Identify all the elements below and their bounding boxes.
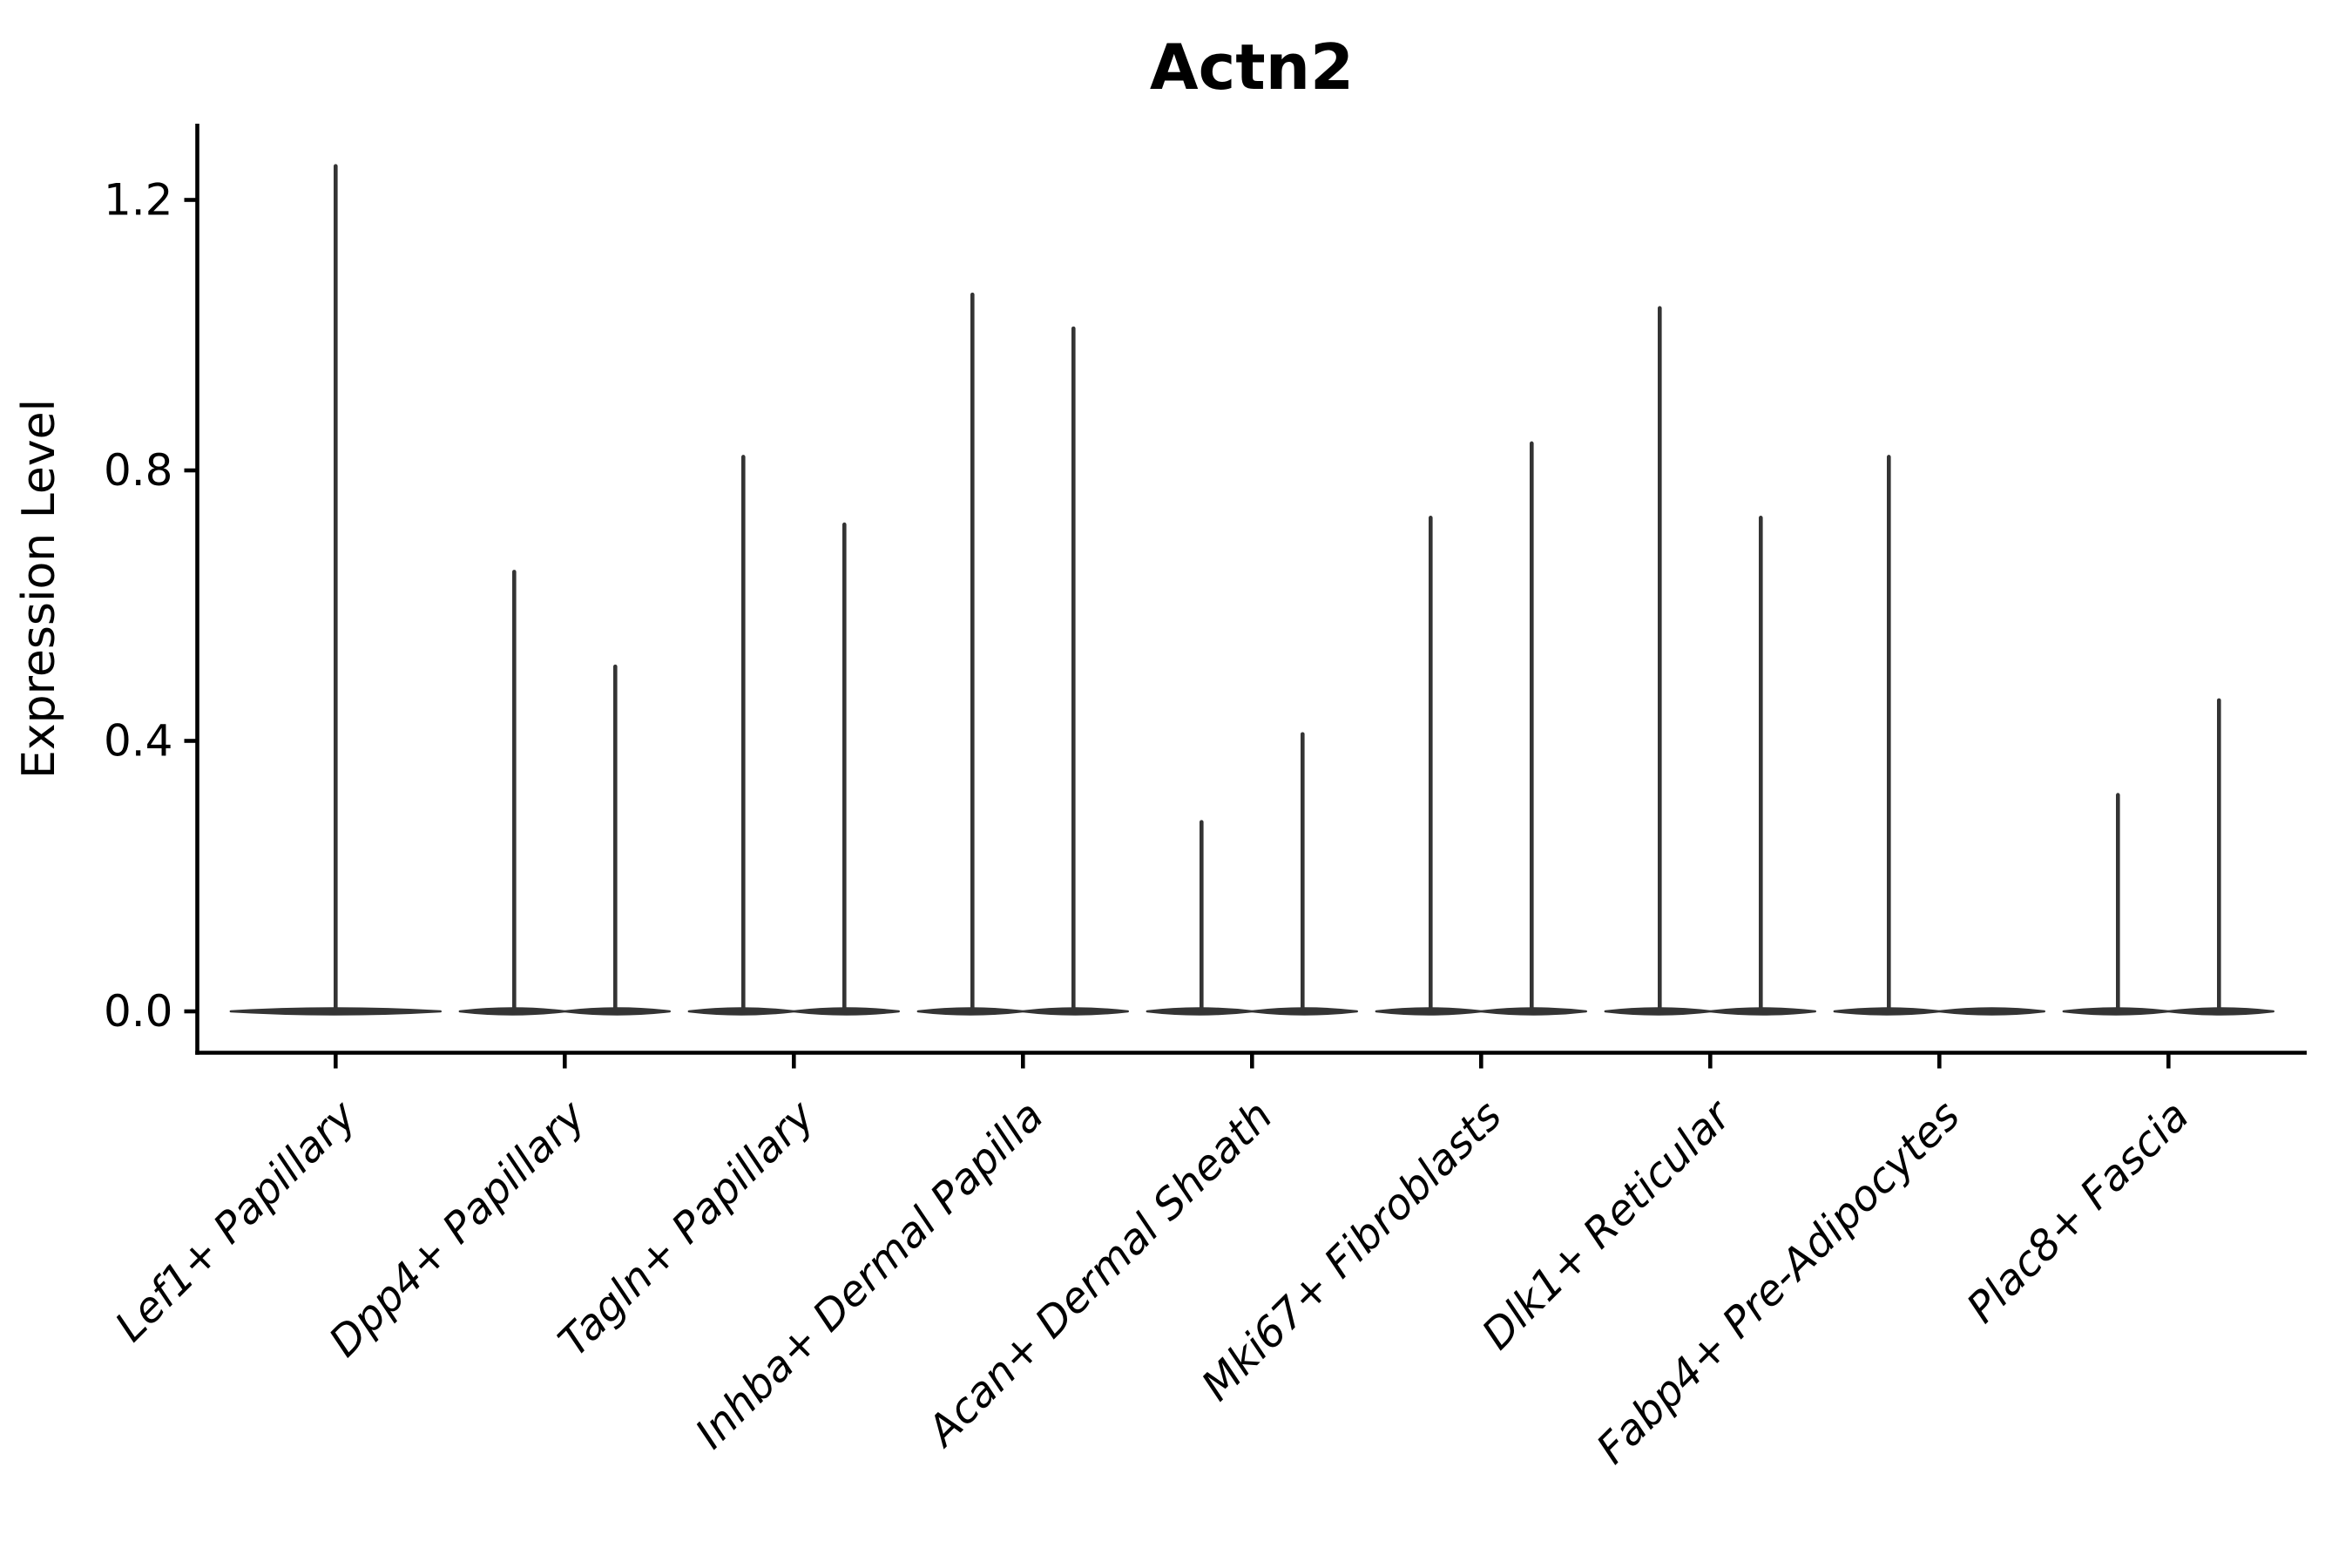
violin-group-1 [229, 164, 442, 1016]
x-tick-label: Plac8+ Fascia [1957, 1092, 2199, 1333]
violin-group-7 [1604, 306, 1816, 1016]
violin-body [916, 1007, 1024, 1016]
violin-group-8 [1833, 455, 2045, 1016]
violin-body [1709, 1007, 1816, 1016]
violin-body [1938, 1007, 2045, 1016]
y-tick-label: 0.0 [104, 986, 173, 1037]
violin-body [1375, 1007, 1483, 1016]
x-tick-label: Dlk1+ Reticular [1473, 1090, 1743, 1360]
y-tick-label: 1.2 [104, 175, 173, 226]
violin-group-3 [687, 455, 900, 1016]
violin-body [1251, 1007, 1358, 1016]
violin-body [2062, 1007, 2170, 1016]
x-tick-label: Tagln+ Papillary [550, 1091, 825, 1366]
violin-body [793, 1007, 900, 1016]
violin-body [1833, 1007, 1941, 1016]
x-tick-label: Lef1+ Papillary [106, 1091, 367, 1351]
x-tick-label: Fabp4+ Pre-Adipocytes [1587, 1092, 1970, 1474]
violin-group-5 [1146, 732, 1358, 1016]
y-axis-label: Expression Level [13, 399, 65, 779]
violin-group-4 [916, 292, 1129, 1016]
axes-layer [184, 124, 2307, 1069]
violin-body [1022, 1007, 1129, 1016]
violin-group-9 [2062, 698, 2274, 1016]
violin-group-2 [458, 570, 671, 1016]
violin-body [2167, 1007, 2274, 1016]
violin-body [564, 1007, 671, 1016]
x-tick-label: Dpp4+ Papillary [320, 1091, 595, 1366]
y-tick-label: 0.8 [104, 445, 173, 496]
violin-body [229, 1007, 442, 1016]
violin-body [1146, 1007, 1254, 1016]
violin-group-6 [1375, 441, 1587, 1016]
violins-layer [229, 164, 2274, 1016]
chart-title: Actn2 [1150, 30, 1354, 104]
violin-body [1604, 1007, 1712, 1016]
violin-body [458, 1007, 566, 1016]
violin-body [1480, 1007, 1587, 1016]
violin-body [687, 1007, 795, 1016]
y-tick-label: 0.4 [104, 716, 173, 767]
